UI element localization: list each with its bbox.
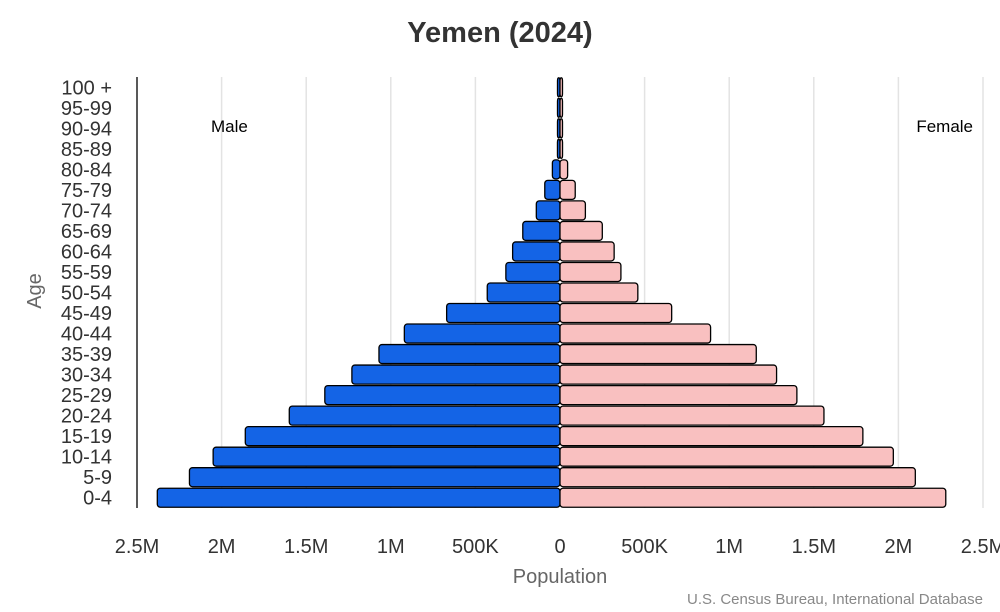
bar-male-10-14: [212, 446, 561, 467]
bar-female-45-49: [559, 302, 673, 324]
y-tick-label: 70-74: [61, 200, 112, 222]
bar-female-35-39: [559, 343, 757, 365]
bar-male-0-4: [156, 487, 561, 508]
y-tick-label: 10-14: [61, 447, 112, 469]
bar-male-40-44: [403, 323, 561, 344]
y-tick-label: 95-99: [61, 98, 112, 120]
bar-female-100: [559, 77, 564, 98]
bar-female-5-9: [559, 467, 916, 488]
x-tick-label: 1.5M: [284, 536, 328, 558]
y-tick-label: 75-79: [61, 180, 112, 202]
x-tick-label: 2.5M: [961, 536, 1000, 558]
gridlines: [220, 77, 984, 508]
bar-female-60-64: [559, 241, 615, 262]
y-tick-label: 60-64: [61, 241, 112, 263]
bar-male-15-19: [244, 426, 561, 447]
bar-female-50-54: [559, 282, 639, 303]
bar-male-50-54: [486, 282, 561, 303]
bar-female-65-69: [559, 220, 603, 242]
bar-male-55-59: [505, 261, 561, 283]
y-tick-label: 30-34: [61, 365, 112, 387]
x-tick-labels: 2.5M 2M 1.5M 1M 500K 0 500K 1M 1.5M 2M 2.5M: [115, 536, 1000, 558]
y-tick-labels: 0-45-910-1415-1920-2425-2930-3435-3940-4…: [61, 77, 112, 509]
legend-male: Male: [211, 117, 248, 136]
bar-female-80-84: [559, 159, 569, 180]
y-tick-label: 85-89: [61, 139, 112, 161]
y-axis-title: Age: [24, 273, 46, 309]
x-tick-label: 500K: [452, 536, 499, 558]
bar-female-55-59: [559, 261, 622, 283]
x-tick-label: 2M: [208, 536, 236, 558]
y-tick-label: 50-54: [61, 283, 112, 305]
x-tick-label: 1M: [377, 536, 405, 558]
y-tick-label: 20-24: [61, 406, 112, 428]
bar-female-75-79: [559, 179, 576, 201]
bar-female-0-4: [559, 487, 947, 508]
x-tick-label: 0: [554, 536, 565, 558]
x-tick-label: 1.5M: [792, 536, 836, 558]
bar-female-90-94: [559, 118, 564, 139]
y-tick-label: 40-44: [61, 324, 112, 346]
bar-female-20-24: [559, 405, 825, 426]
bar-male-60-64: [511, 241, 561, 262]
y-tick-label: 45-49: [61, 303, 112, 325]
x-tick-label: 2M: [885, 536, 913, 558]
y-tick-label: 80-84: [61, 159, 112, 181]
bars: [156, 77, 947, 508]
y-tick-label: 90-94: [61, 118, 112, 140]
y-tick-label: 5-9: [83, 467, 112, 489]
x-tick-label: 1M: [715, 536, 743, 558]
y-tick-label: 15-19: [61, 426, 112, 448]
bar-male-70-74: [535, 200, 561, 221]
y-tick-label: 0-4: [83, 488, 112, 510]
bar-male-45-49: [445, 302, 561, 324]
chart-title: Yemen (2024): [407, 17, 592, 49]
bar-male-35-39: [378, 343, 561, 365]
bar-female-95-99: [559, 97, 564, 118]
y-tick-label: 25-29: [61, 385, 112, 407]
x-tick-label: 500K: [621, 536, 668, 558]
bar-female-15-19: [559, 426, 864, 447]
bar-male-80-84: [551, 159, 561, 180]
bar-female-10-14: [559, 446, 894, 467]
bar-male-20-24: [288, 405, 561, 426]
bar-male-65-69: [522, 220, 561, 242]
bar-male-30-34: [351, 364, 561, 385]
x-tick-label: 2.5M: [115, 536, 159, 558]
bar-female-70-74: [559, 200, 587, 221]
source-credit: U.S. Census Bureau, International Databa…: [687, 591, 983, 608]
y-tick-label: 35-39: [61, 344, 112, 366]
bar-male-25-29: [324, 384, 561, 406]
y-tick-label: 65-69: [61, 221, 112, 243]
bar-female-40-44: [559, 323, 712, 344]
y-tick-label: 100 +: [61, 77, 112, 99]
bar-female-85-89: [559, 138, 564, 159]
x-axis-title: Population: [513, 566, 608, 588]
bar-female-30-34: [559, 364, 778, 385]
legend-female: Female: [916, 117, 973, 136]
y-tick-label: 55-59: [61, 262, 112, 284]
bar-female-25-29: [559, 384, 798, 406]
bar-male-5-9: [188, 467, 561, 488]
bar-male-75-79: [544, 179, 561, 201]
